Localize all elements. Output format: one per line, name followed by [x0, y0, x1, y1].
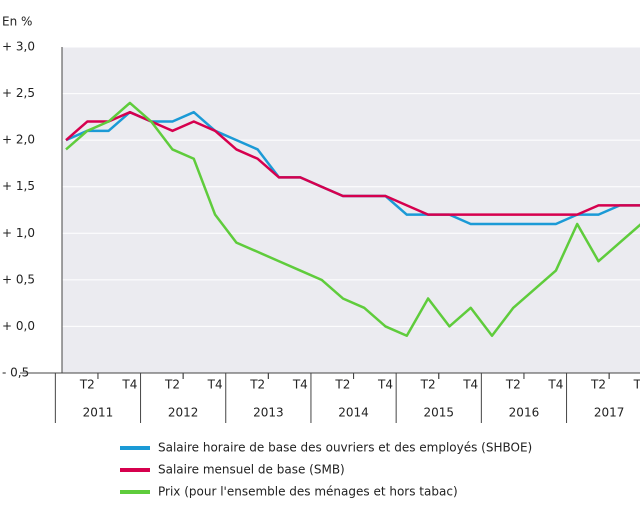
x-tick-label: T2 [505, 378, 521, 392]
year-label: 2014 [338, 406, 369, 420]
plot-area [62, 47, 640, 373]
y-tick-label: + 2,5 [2, 86, 35, 100]
x-tick-label: T4 [377, 378, 393, 392]
y-tick-label: - 0,5 [2, 366, 29, 380]
x-tick-label: T2 [334, 378, 350, 392]
x-tick-label: T4 [292, 378, 308, 392]
y-tick-label: + 0,0 [2, 319, 35, 333]
year-label: 2016 [509, 406, 540, 420]
legend-label: Prix (pour l'ensemble des ménages et hor… [158, 485, 458, 499]
x-tick-label: T2 [590, 378, 606, 392]
y-tick-label: + 1,5 [2, 179, 35, 193]
legend-label: Salaire horaire de base des ouvriers et … [158, 441, 532, 455]
x-tick-label: T2 [79, 378, 95, 392]
year-label: 2017 [594, 406, 625, 420]
x-tick-label: T4 [121, 378, 137, 392]
x-tick-label: T4 [547, 378, 563, 392]
x-tick-label: T4 [207, 378, 223, 392]
series-line [65, 110, 640, 216]
y-tick-label: + 2,0 [2, 133, 35, 147]
x-tick-label: T2 [420, 378, 436, 392]
year-label: 2011 [83, 406, 114, 420]
y-axis-label: En % [2, 15, 32, 29]
year-label: 2012 [168, 406, 199, 420]
legend-label: Salaire mensuel de base (SMB) [158, 463, 345, 477]
year-label: 2015 [423, 406, 454, 420]
y-tick-label: + 1,0 [2, 226, 35, 240]
y-tick-label: + 3,0 [2, 40, 35, 54]
y-tick-label: + 0,5 [2, 272, 35, 286]
year-label: 2013 [253, 406, 284, 420]
x-tick-label: T2 [164, 378, 180, 392]
x-tick-label: T4 [633, 378, 640, 392]
series-line [65, 101, 640, 337]
x-tick-label: T2 [249, 378, 265, 392]
x-tick-label: T4 [462, 378, 478, 392]
